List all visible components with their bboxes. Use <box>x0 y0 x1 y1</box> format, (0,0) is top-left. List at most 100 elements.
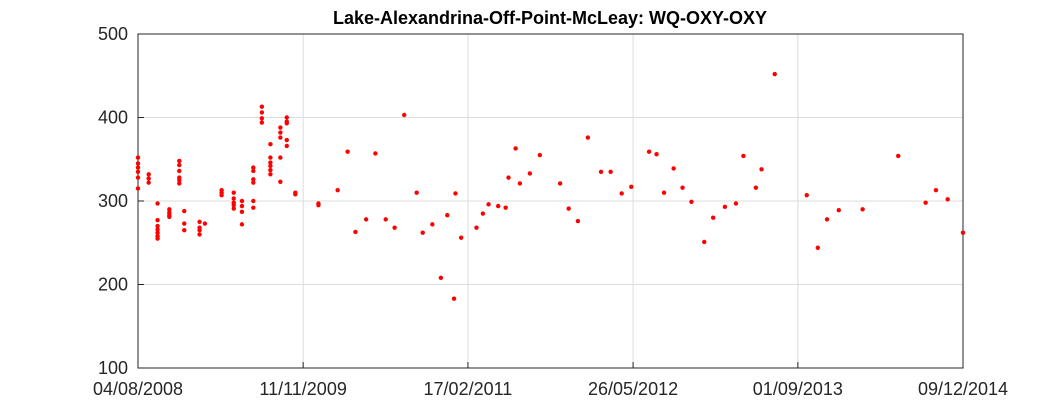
data-point <box>268 142 273 147</box>
data-point <box>251 180 256 185</box>
data-point <box>155 230 160 235</box>
data-point <box>135 175 141 180</box>
data-point <box>960 230 966 235</box>
data-point <box>284 137 289 143</box>
data-point <box>654 152 659 157</box>
data-point <box>661 190 667 195</box>
data-point <box>345 149 350 154</box>
data-point <box>293 192 298 197</box>
data-point <box>251 165 256 170</box>
data-point <box>259 120 265 125</box>
data-point <box>284 121 289 126</box>
data-point <box>702 239 707 245</box>
data-point <box>517 181 523 186</box>
data-point <box>741 153 746 159</box>
data-point <box>710 215 716 220</box>
data-point <box>155 201 160 206</box>
data-point <box>759 167 764 172</box>
data-point <box>383 217 388 222</box>
data-point <box>135 186 141 191</box>
data-point <box>278 130 283 135</box>
gridlines <box>138 34 963 368</box>
data-point <box>177 181 182 186</box>
data-point <box>251 198 256 204</box>
x-tick-label: 04/08/2008 <box>93 379 183 399</box>
data-point <box>197 219 202 225</box>
data-point <box>933 187 939 193</box>
data-point <box>458 235 464 240</box>
data-point <box>268 155 273 160</box>
data-point <box>689 199 694 205</box>
data-point <box>259 116 265 121</box>
data-point <box>804 192 809 198</box>
data-point <box>251 168 256 174</box>
data-point <box>453 191 458 196</box>
data-point <box>772 71 777 77</box>
data-point <box>836 207 841 213</box>
x-axis-ticks: 04/08/2008 11/11/2009 17/02/2011 26/05/2012… <box>93 362 1008 399</box>
data-point <box>608 169 613 174</box>
y-axis-ticks: 100 200 300 400 500 <box>98 24 144 378</box>
data-point <box>480 211 486 216</box>
data-point <box>923 200 928 205</box>
data-point <box>527 171 533 176</box>
data-point <box>557 181 563 186</box>
data-point <box>239 203 245 209</box>
data-point <box>135 169 141 174</box>
data-point <box>231 206 236 211</box>
data-point <box>414 190 419 195</box>
data-point <box>753 185 759 190</box>
data-point <box>363 217 369 222</box>
data-point <box>430 222 435 227</box>
data-point <box>537 152 543 158</box>
data-point <box>598 169 604 174</box>
data-point <box>278 135 283 140</box>
data-point <box>402 112 407 118</box>
data-point <box>445 212 450 218</box>
data-point <box>202 221 208 226</box>
data-point <box>219 192 224 198</box>
data-point <box>146 180 151 185</box>
data-point <box>316 202 321 208</box>
data-point <box>495 203 501 209</box>
data-point <box>135 161 141 166</box>
chart-title: Lake-Alexandrina-Off-Point-McLeay: WQ-OX… <box>333 8 767 28</box>
data-point <box>155 236 160 241</box>
data-point <box>167 207 172 212</box>
data-point <box>860 207 865 212</box>
data-point <box>896 153 901 159</box>
data-point <box>513 146 518 151</box>
data-point <box>155 218 160 223</box>
data-point <box>231 202 236 208</box>
data-point <box>278 155 283 160</box>
x-tick-label: 11/11/2009 <box>259 379 346 399</box>
data-point <box>259 110 265 115</box>
data-point <box>231 190 236 195</box>
data-point <box>231 196 236 201</box>
data-point <box>353 229 358 235</box>
y-tick-label: 400 <box>98 108 128 128</box>
x-tick-label: 17/02/2011 <box>424 379 513 399</box>
data-point <box>575 218 581 224</box>
data-point <box>474 225 479 230</box>
data-point <box>284 115 289 120</box>
data-point <box>733 201 739 206</box>
data-point <box>155 227 160 232</box>
data-point <box>259 104 265 109</box>
data-point <box>197 228 202 233</box>
data-point <box>646 149 652 154</box>
y-tick-label: 200 <box>98 275 128 295</box>
data-point <box>268 163 273 169</box>
data-point <box>268 160 273 165</box>
data-point <box>585 135 591 140</box>
data-point <box>278 125 283 130</box>
x-tick-label: 01/09/2013 <box>753 379 843 399</box>
data-point <box>438 275 444 281</box>
data-point <box>335 187 340 193</box>
data-point <box>177 158 182 164</box>
data-point <box>135 155 141 160</box>
data-point <box>268 172 273 177</box>
data-point <box>566 206 571 211</box>
data-point <box>251 205 256 210</box>
data-point <box>486 202 491 207</box>
